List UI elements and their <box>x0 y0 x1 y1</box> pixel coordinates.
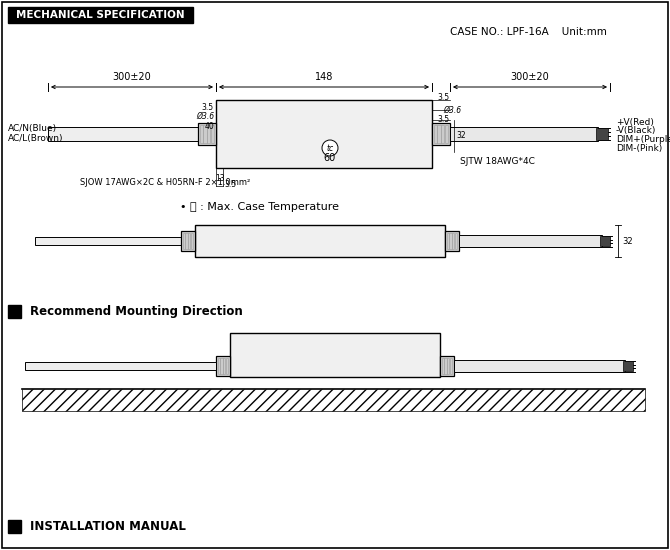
Bar <box>35 237 181 245</box>
Bar <box>181 231 195 251</box>
Text: INSTALLATION MANUAL: INSTALLATION MANUAL <box>30 520 186 533</box>
Bar <box>446 233 449 249</box>
Bar <box>432 123 450 145</box>
Bar <box>442 358 444 374</box>
Bar <box>445 125 448 143</box>
Text: AC/N(Blue): AC/N(Blue) <box>8 124 57 133</box>
Bar <box>459 235 602 247</box>
Text: 40: 40 <box>204 122 214 131</box>
Circle shape <box>322 140 338 156</box>
Text: AC/L(Brown): AC/L(Brown) <box>8 134 64 142</box>
Bar <box>450 358 452 374</box>
Text: -V(Black): -V(Black) <box>616 126 657 135</box>
Bar <box>454 360 625 372</box>
Bar <box>452 233 454 249</box>
Text: 300±20: 300±20 <box>511 72 549 82</box>
Text: 32: 32 <box>456 131 466 140</box>
Text: 3.5: 3.5 <box>437 94 449 102</box>
Bar <box>25 362 216 370</box>
Bar <box>200 125 203 143</box>
Bar <box>450 233 452 249</box>
Bar <box>182 233 185 249</box>
Bar <box>188 233 190 249</box>
Bar <box>455 233 457 249</box>
Text: tc: tc <box>326 144 334 153</box>
Bar <box>447 358 450 374</box>
Text: +V(Red): +V(Red) <box>616 118 654 127</box>
Bar <box>216 100 432 168</box>
Text: DIM+(Purple): DIM+(Purple) <box>616 135 670 145</box>
Text: 3.5: 3.5 <box>202 103 214 112</box>
Bar <box>195 225 445 257</box>
Bar <box>22 389 645 411</box>
Bar <box>226 358 228 374</box>
Bar <box>185 233 188 249</box>
Bar <box>596 128 608 140</box>
Bar <box>623 361 633 371</box>
Bar <box>230 333 440 377</box>
Bar <box>218 358 220 374</box>
Bar <box>220 358 222 374</box>
Bar <box>223 358 225 374</box>
Bar <box>198 123 216 145</box>
Bar <box>211 125 214 143</box>
Text: Recommend Mounting Direction: Recommend Mounting Direction <box>30 305 243 318</box>
Text: 32: 32 <box>622 236 632 245</box>
Bar <box>600 236 610 246</box>
Bar <box>8 520 21 533</box>
Bar <box>48 127 198 141</box>
Text: 300±20: 300±20 <box>113 72 151 82</box>
Text: 13: 13 <box>215 174 225 183</box>
Text: MECHANICAL SPECIFICATION: MECHANICAL SPECIFICATION <box>16 10 185 20</box>
Text: 3.5: 3.5 <box>437 116 449 124</box>
Text: CASE NO.: LPF-16A    Unit:mm: CASE NO.: LPF-16A Unit:mm <box>450 27 607 37</box>
Text: 148: 148 <box>315 72 333 82</box>
Bar <box>450 127 598 141</box>
Text: Ø3.6: Ø3.6 <box>443 106 461 114</box>
Bar <box>440 356 454 376</box>
Text: SJOW 17AWG×2C & H05RN-F 2×1.0mm²: SJOW 17AWG×2C & H05RN-F 2×1.0mm² <box>80 178 251 187</box>
Text: SJTW 18AWG*4C: SJTW 18AWG*4C <box>460 157 535 167</box>
Text: 60: 60 <box>324 153 336 163</box>
Bar <box>444 358 446 374</box>
Text: 3.5: 3.5 <box>224 180 236 189</box>
Bar <box>8 7 193 23</box>
Bar <box>216 356 230 376</box>
Text: DIM-(Pink): DIM-(Pink) <box>616 145 662 153</box>
Bar <box>438 125 440 143</box>
Bar <box>445 231 459 251</box>
Text: Ø3.6: Ø3.6 <box>196 112 214 121</box>
Bar <box>203 125 206 143</box>
Bar <box>207 125 210 143</box>
Bar <box>8 305 21 318</box>
Text: • Ⓣ : Max. Case Temperature: • Ⓣ : Max. Case Temperature <box>180 202 339 212</box>
Bar <box>191 233 193 249</box>
Bar <box>433 125 437 143</box>
Bar <box>441 125 444 143</box>
